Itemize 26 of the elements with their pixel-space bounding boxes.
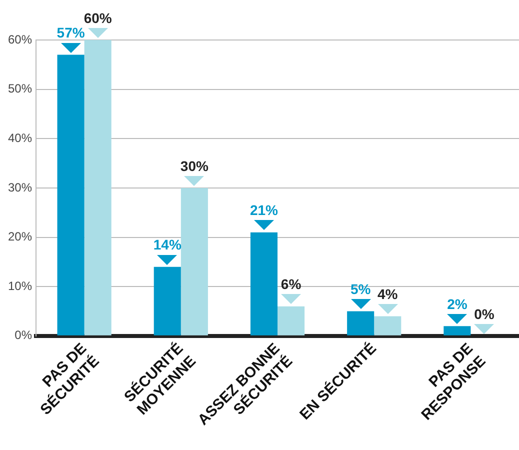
bar bbox=[444, 326, 471, 336]
y-tick-label: 60% bbox=[8, 32, 32, 46]
bar bbox=[250, 232, 278, 336]
bar bbox=[347, 311, 374, 336]
data-label: 21% bbox=[250, 202, 279, 218]
bar bbox=[180, 188, 208, 336]
data-label: 30% bbox=[180, 158, 209, 174]
data-label: 2% bbox=[447, 296, 468, 312]
y-tick-label: 50% bbox=[8, 82, 32, 96]
bar bbox=[57, 54, 84, 336]
bar bbox=[84, 40, 112, 336]
data-label: 60% bbox=[84, 10, 112, 26]
y-tick-label: 10% bbox=[8, 278, 32, 293]
bar bbox=[374, 316, 402, 336]
data-label: 14% bbox=[153, 236, 182, 253]
data-label: 6% bbox=[280, 276, 302, 292]
y-tick-label: 30% bbox=[8, 180, 32, 194]
y-tick-label: 40% bbox=[8, 130, 32, 145]
bar bbox=[154, 266, 181, 336]
data-label: 57% bbox=[56, 24, 86, 41]
data-label: 0% bbox=[474, 306, 495, 322]
data-label: 4% bbox=[378, 286, 398, 302]
y-tick-label: 0% bbox=[14, 328, 32, 342]
y-tick-label: 20% bbox=[8, 230, 32, 244]
bar bbox=[278, 306, 305, 336]
data-label: 5% bbox=[350, 281, 372, 298]
